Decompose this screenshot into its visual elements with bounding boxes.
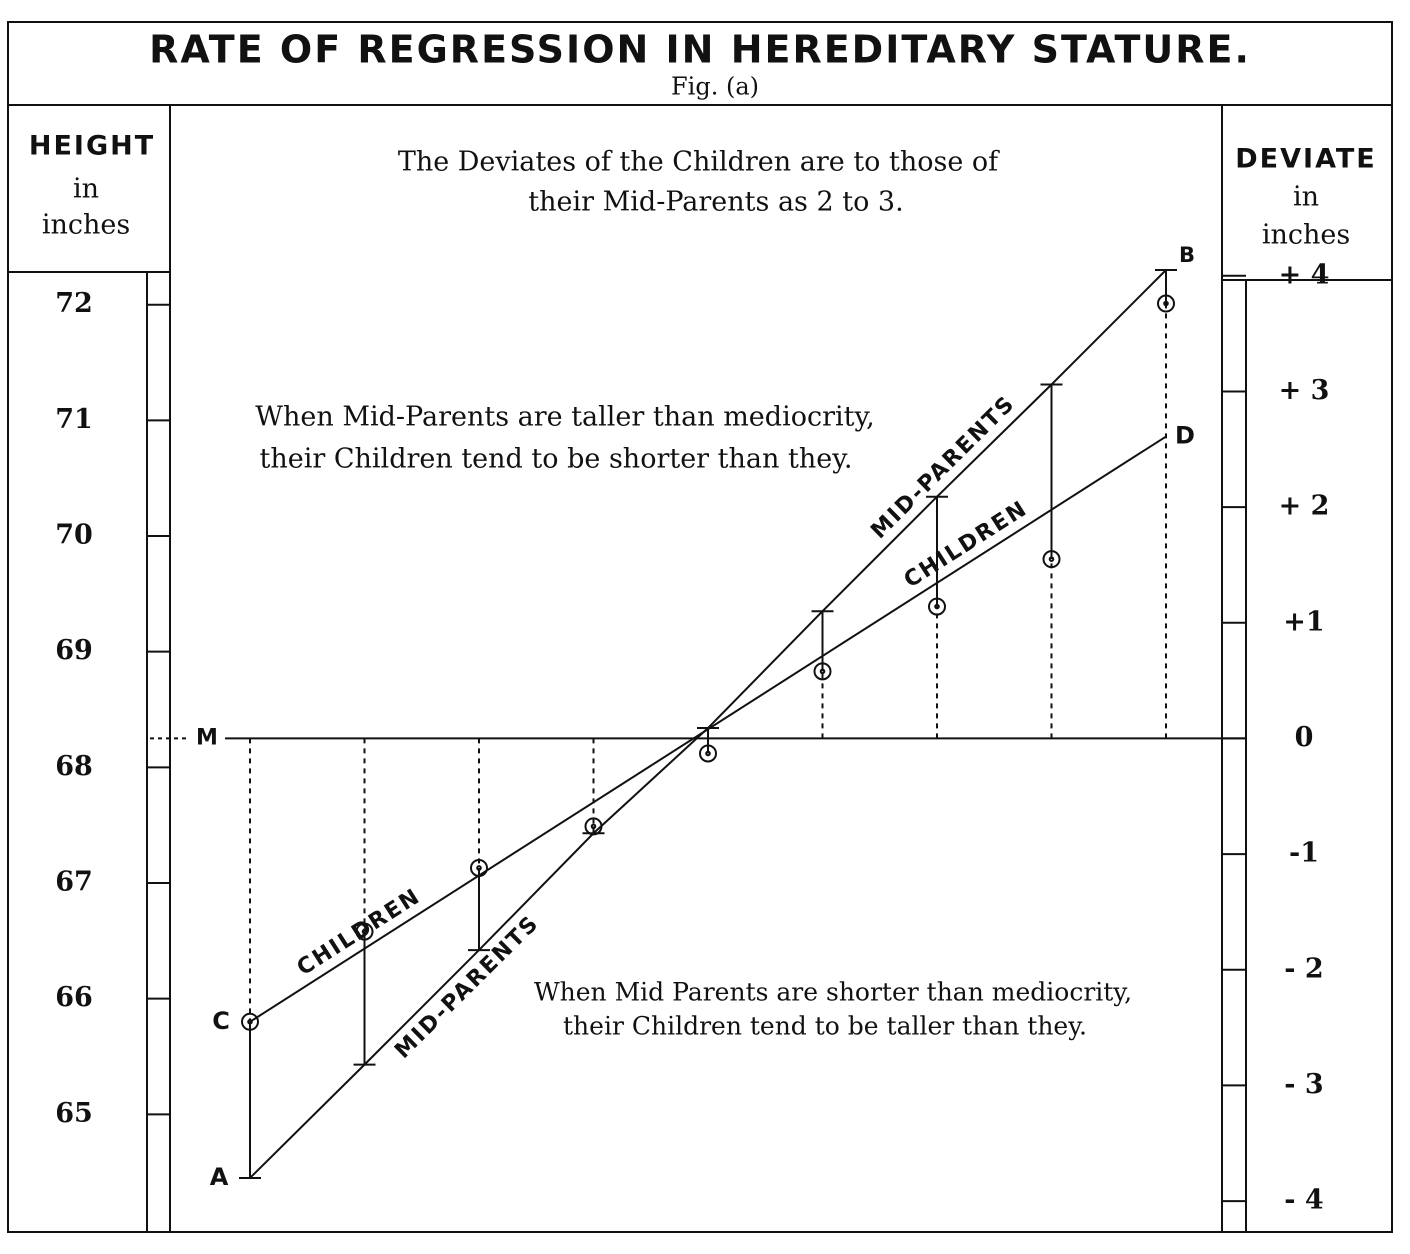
y-axis-label: inches [42,210,130,241]
mediocrity-label: M [196,725,220,750]
line-label: CHILDREN [293,884,426,981]
y-tick-label: 70 [55,520,93,551]
child-point-center [705,750,711,757]
y-tick-label: 68 [55,751,93,782]
child-point [1157,294,1175,313]
line-label: CHILDREN [900,496,1033,593]
child-point [1042,550,1061,569]
y-tick-label: 67 [55,867,93,898]
y2-tick-label: - 4 [1284,1185,1323,1216]
child-point-center [590,823,597,830]
child-point-center [361,928,368,935]
y2-axis-label: in [1293,182,1319,213]
child-point-center [247,1019,253,1025]
child-point-center [1163,300,1169,307]
y-tick-label: 72 [55,288,93,319]
chart-title: RATE OF REGRESSION IN HEREDITARY STATURE… [149,28,1251,72]
child-point [813,662,832,681]
y2-axis-label: DEVIATE [1235,144,1376,175]
child-point [241,1012,259,1031]
annotation: When Mid Parents are shorter than medioc… [534,978,1132,1007]
line-label: MID-PARENTS [390,911,544,1064]
y2-tick-label: -1 [1289,838,1319,869]
child-point-center [476,865,482,871]
child-point [584,817,603,836]
annotation: The Deviates of the Children are to thos… [398,147,1000,178]
child-point-center [819,668,826,675]
y2-tick-label: +1 [1283,606,1324,637]
y2-tick-label: + 4 [1279,259,1330,290]
y-tick-label: 66 [55,982,93,1013]
annotation: their Children tend to be shorter than t… [260,444,853,475]
annotation: their Children tend to be taller than th… [563,1012,1087,1041]
point-label: C [212,1007,232,1035]
y2-tick-label: - 3 [1284,1069,1323,1100]
chart-subtitle: Fig. (a) [671,73,759,101]
y2-axis-label: inches [1262,220,1350,251]
y2-tick-label: 0 [1295,722,1314,753]
frame [7,21,1393,1233]
y-tick-label: 65 [55,1098,93,1129]
annotation: When Mid-Parents are taller than mediocr… [255,402,874,433]
point-label: D [1175,422,1197,450]
y2-tick-label: + 3 [1279,375,1330,406]
annotation: their Mid-Parents as 2 to 3. [528,187,903,218]
children-line [249,435,1167,1023]
y-axis-label: in [73,174,99,205]
y2-tick-label: + 2 [1279,491,1330,522]
child-point-center [934,603,940,610]
point-label: A [210,1163,231,1191]
child-point [355,922,374,941]
child-point [699,744,717,763]
child-point [470,858,488,877]
y-axis-label: HEIGHT [29,131,155,162]
child-point-center [1048,556,1055,562]
child-point [928,597,946,616]
y2-tick-label: - 2 [1284,953,1323,984]
y-tick-label: 71 [55,404,93,435]
y-tick-label: 69 [55,635,93,666]
point-label: B [1179,243,1197,267]
